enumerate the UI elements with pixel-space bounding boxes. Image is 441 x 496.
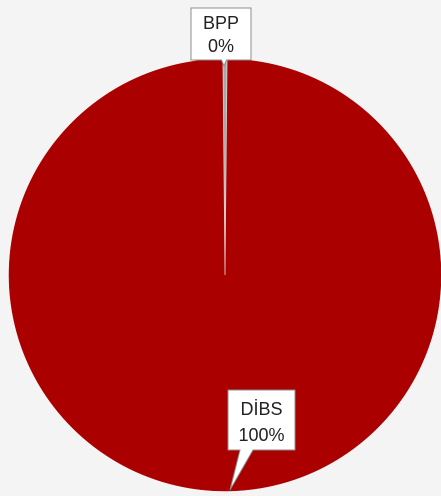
bpp-value-label: 0% bbox=[208, 36, 234, 56]
slice-dibs bbox=[8, 58, 441, 492]
data-label-bpp: BPP 0% bbox=[190, 7, 252, 68]
dibs-callout-box bbox=[227, 389, 296, 491]
data-label-dibs: DİBS 100% bbox=[227, 389, 296, 491]
bpp-callout-box bbox=[190, 7, 252, 68]
bpp-category-label: BPP bbox=[203, 13, 239, 33]
slices-layer bbox=[8, 58, 441, 492]
labels-layer: BPP 0% DİBS 100% bbox=[190, 7, 296, 491]
dibs-value-label: 100% bbox=[238, 425, 284, 445]
dibs-category-label: DİBS bbox=[240, 399, 282, 419]
